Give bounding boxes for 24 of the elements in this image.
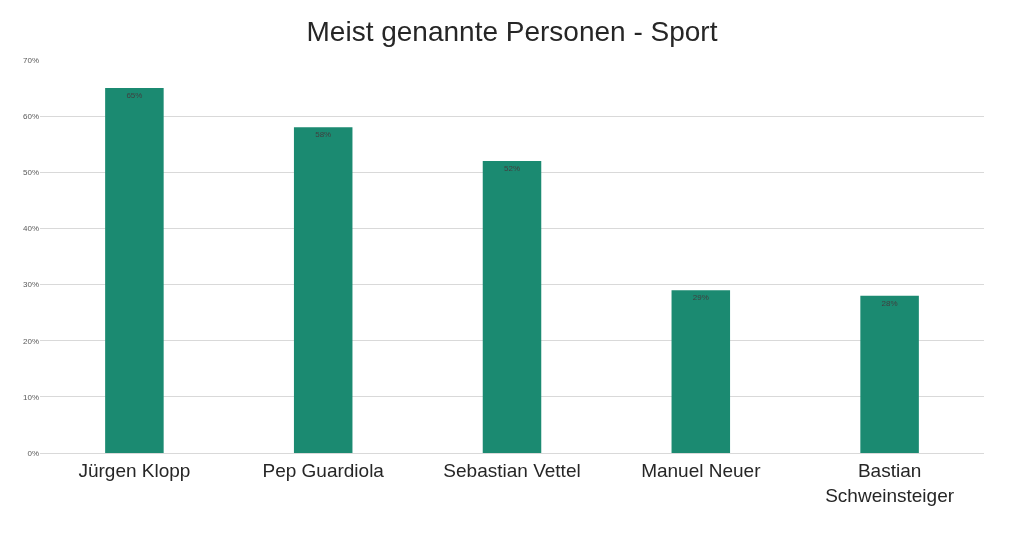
x-tick-label: Jürgen Klopp [78,459,191,481]
x-tick-label: Bastian Schweinsteiger [825,459,955,506]
bar [105,88,164,453]
y-tick-label: 0% [27,448,39,458]
data-label: 29% [692,293,709,303]
y-tick-label: 60% [22,111,39,121]
y-tick-label: 30% [22,280,39,290]
bar [482,161,542,453]
y-tick-label: 10% [22,392,39,402]
chart-title: Meist genannte Personen - Sport [306,15,718,47]
bar [293,127,353,453]
x-tick-label: Sebastian Vettel [443,459,581,481]
data-label: 52% [503,164,521,174]
y-tick-label: 40% [22,224,39,234]
data-label: 65% [126,91,143,101]
y-tick-label: 70% [22,55,39,65]
data-label: 58% [315,130,332,140]
data-label: 28% [881,298,898,308]
x-tick-label: Pep Guardiola [262,459,385,481]
bar [860,295,919,453]
y-tick-label: 20% [22,336,39,346]
x-tick-label: Manuel Neuer [641,459,762,481]
bar [671,290,731,453]
y-tick-label: 50% [22,168,39,178]
